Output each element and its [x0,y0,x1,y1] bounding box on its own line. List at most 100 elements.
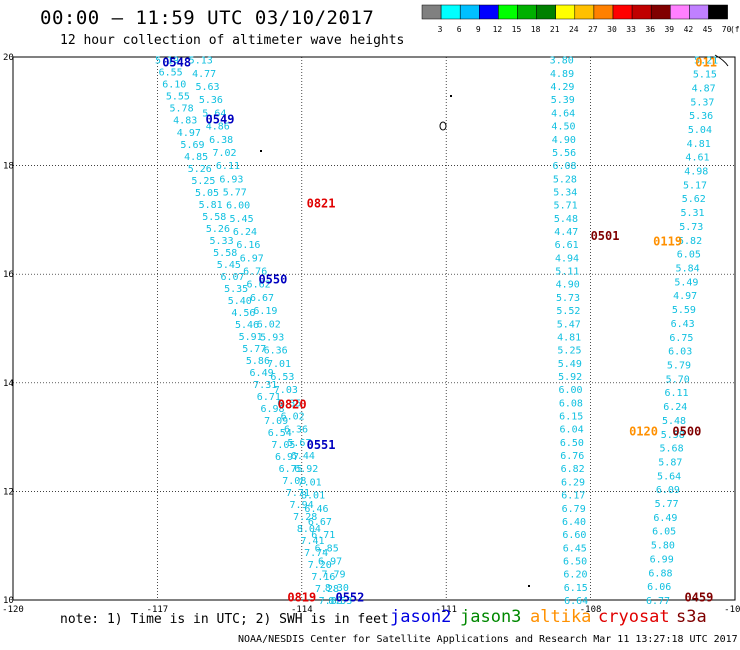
pass-time-label: 0120 [629,425,658,439]
swh-value-label: 6.15 [559,412,583,423]
swh-value-label: 5.04 [688,125,712,136]
swh-value-label: 4.94 [555,253,579,264]
colorbar-tick-label: 3 [438,25,443,34]
pass-time-label: 0550 [258,273,287,287]
swh-value-label: 5.49 [558,359,582,370]
swh-value-label: 6.07 [220,272,244,283]
swh-value-label: 6.50 [563,556,587,567]
y-tick-label: 16 [3,270,14,280]
swh-value-label: 6.82 [561,464,585,475]
swh-value-label: 5.11 [555,267,579,278]
colorbar-tick-label: 24 [569,25,579,34]
colorbar-tick-label: 21 [550,25,560,34]
swh-value-label: 6.43 [671,319,695,330]
swh-value-label: 6.03 [668,347,692,358]
swh-value-label: 5.40 [228,296,252,307]
swh-value-label: 4.50 [551,122,575,133]
swh-value-label: 8.53 [328,596,352,607]
swh-value-label: 6.17 [561,491,585,502]
swh-value-label: 6.35 [277,398,301,409]
swh-value-label: 6.55 [159,68,183,79]
island-speck [450,95,452,97]
swh-value-label: 5.34 [553,187,577,198]
swh-value-label: 5.26 [188,164,212,175]
legend-item-s3a: s3a [676,607,707,627]
swh-value-label: 4.61 [685,153,709,164]
swh-value-label: 5.13 [189,56,213,67]
swh-value-label: 6.50 [560,438,584,449]
swh-value-label: 6.53 [270,372,294,383]
pass-time-label: 0500 [672,425,701,439]
x-tick-label: -105 [724,605,740,615]
footer-note: note: 1) Time is in UTC; 2) SWH is in fe… [60,612,389,627]
colorbar-tick-label: 45 [703,25,713,34]
swh-value-label: 8.30 [325,583,349,594]
swh-value-label: 6.77 [646,596,670,607]
swh-value-label: 6.36 [284,425,308,436]
swh-value-label: 6.75 [669,333,693,344]
swh-value-label: 5.79 [667,360,691,371]
swh-value-label: 6.97 [240,253,264,264]
swh-value-label: 6.67 [308,517,332,528]
swh-value-label: 4.90 [556,280,580,291]
footer-credit: NOAA/NESDIS Center for Satellite Applica… [238,634,738,645]
swh-value-label: 5.91 [239,332,263,343]
swh-value-label: 6.24 [663,402,687,413]
swh-value-label: 5.73 [679,222,703,233]
y-tick-label: 20 [3,53,14,63]
swh-value-label: 7.20 [308,560,332,571]
swh-value-label: 6.05 [652,527,676,538]
chart-title: 00:00 – 11:59 UTC 03/10/2017 [40,7,375,29]
swh-value-label: 6.08 [559,398,583,409]
swh-value-label: 5.68 [660,444,684,455]
swh-value-label: 6.15 [564,583,588,594]
swh-value-label: 3.80 [550,56,574,67]
y-tick-label: 12 [3,487,14,497]
swh-value-label: 5.77 [655,499,679,510]
x-tick-label: -111 [435,605,457,615]
swh-value-label: 6.16 [236,240,260,251]
swh-value-label: 6.36 [264,346,288,357]
legend-item-cryosat: cryosat [598,607,670,627]
swh-value-label: 6.44 [291,451,315,462]
swh-value-label: 6.02 [281,412,305,423]
swh-value-label: 7.05 [271,440,295,451]
swh-value-label: 4.83 [173,116,197,127]
swh-value-label: 6.92 [294,464,318,475]
swh-value-label: 6.79 [562,504,586,515]
swh-value-label: 5.62 [682,194,706,205]
pass-time-label: 0551 [307,438,336,452]
island-outline [439,121,447,131]
swh-value-label: 5.82 [678,236,702,247]
swh-value-label: 5.81 [199,200,223,211]
swh-value-label: 6.98 [260,404,284,415]
swh-value-label: 5.58 [202,212,226,223]
swh-value-label: 6.85 [315,543,339,554]
swh-value-label: 4.56 [231,308,255,319]
x-tick-label: -120 [2,605,24,615]
island-speck [528,585,530,587]
x-tick-label: -108 [580,605,602,615]
swh-value-label: 5.87 [658,457,682,468]
colorbar-swatch [708,4,728,20]
swh-value-label: 7.01 [298,477,322,488]
coastline-segment [714,54,729,67]
swh-value-label: 4.85 [184,152,208,163]
swh-value-label: 5.58 [661,430,685,441]
swh-value-label: 6.04 [560,425,584,436]
swh-value-label: 7.31 [253,380,277,391]
swh-value-label: 6.99 [650,554,674,565]
swh-value-label: 7.16 [311,572,335,583]
colorbar-tick-label: 6 [457,25,462,34]
swh-value-label: 6.97 [318,556,342,567]
pass-time-label: 0549 [206,112,235,126]
plot-area: -120 -117 -114 -111 -108 -105 20 18 16 14 12 10 5.19… [2,53,740,615]
swh-value-label: 5.77 [223,187,247,198]
swh-value-label: 6.10 [162,80,186,91]
swh-value-label: 5.84 [676,264,700,275]
swh-value-label: 6.11 [664,388,688,399]
swh-value-label: 6.60 [562,530,586,541]
x-tick-label: -114 [291,605,313,615]
swh-value-label: 5.05 [195,188,219,199]
